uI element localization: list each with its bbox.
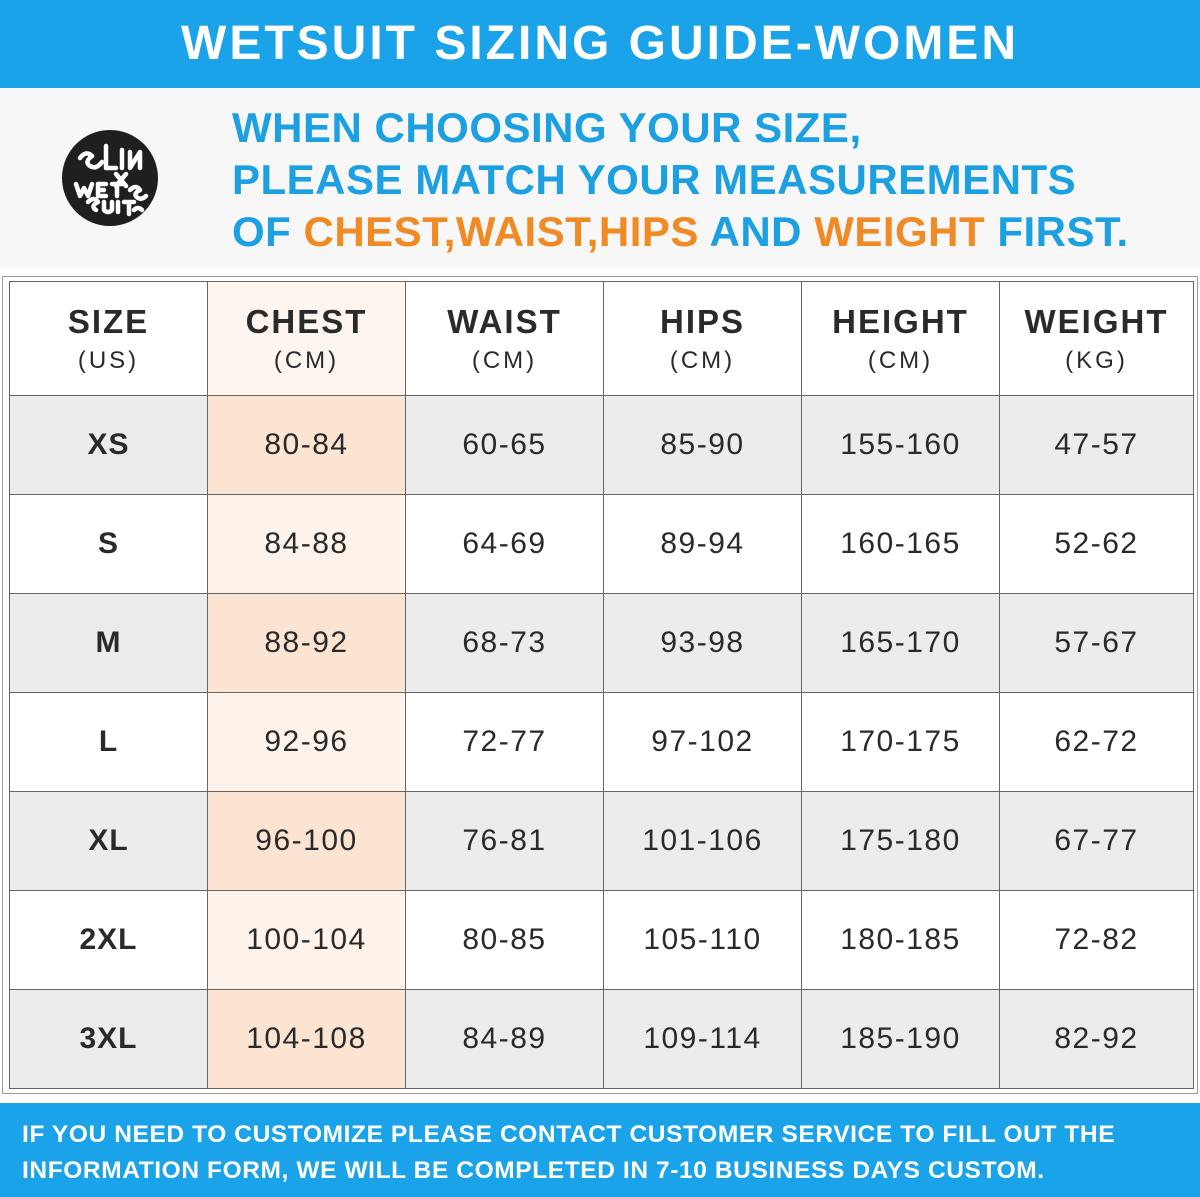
waist-cell: 68-73 <box>405 593 604 693</box>
weight-cell: 47-57 <box>999 395 1194 495</box>
size-cell: M <box>9 593 208 693</box>
notice-line-2: INFORMATION FORM, WE WILL BE COMPLETED I… <box>22 1157 1045 1184</box>
intro-line-1: WHEN CHOOSING YOUR SIZE, <box>232 104 862 151</box>
height-cell: 155-160 <box>801 395 1000 495</box>
hips-cell: 97-102 <box>603 692 802 792</box>
size-cell: L <box>9 692 208 792</box>
waist-cell: 64-69 <box>405 494 604 594</box>
header-size-name: SIZE <box>67 302 150 340</box>
weight-cell: 67-77 <box>999 791 1194 891</box>
header-waist: WAIST (CM) <box>405 281 604 396</box>
intro-instructions: WHEN CHOOSING YOUR SIZE, PLEASE MATCH YO… <box>232 102 1129 258</box>
header-chest-unit: (CM) <box>273 346 340 374</box>
waist-cell: 60-65 <box>405 395 604 495</box>
intro-highlight-measurements: CHEST,WAIST,HIPS <box>303 208 699 255</box>
header-hips: HIPS (CM) <box>603 281 802 396</box>
height-cell: 175-180 <box>801 791 1000 891</box>
table-header-row: SIZE (US) CHEST (CM) WAIST (CM) HIPS (CM) HE… <box>9 281 1194 396</box>
hips-cell: 93-98 <box>603 593 802 693</box>
size-table-frame: SIZE (US) CHEST (CM) WAIST (CM) HIPS (CM) HE… <box>2 276 1198 1094</box>
customization-notice: IF YOU NEED TO CUSTOMIZE PLEASE CONTACT … <box>0 1103 1200 1197</box>
intro-highlight-weight: WEIGHT <box>814 208 986 255</box>
intro-line-3-prefix: OF <box>232 208 304 255</box>
intro-line-2: PLEASE MATCH YOUR MEASUREMENTS <box>232 156 1077 203</box>
size-cell: XS <box>9 395 208 495</box>
hips-cell: 105-110 <box>603 890 802 990</box>
hips-cell: 109-114 <box>603 989 802 1089</box>
header-height-unit: (CM) <box>867 346 934 374</box>
header-height: HEIGHT (CM) <box>801 281 1000 396</box>
chest-cell: 88-92 <box>207 593 406 693</box>
intro-section: WHEN CHOOSING YOUR SIZE, PLEASE MATCH YO… <box>0 88 1200 268</box>
notice-line-1: IF YOU NEED TO CUSTOMIZE PLEASE CONTACT … <box>22 1121 1116 1148</box>
brand-logo <box>60 128 160 228</box>
size-cell: XL <box>9 791 208 891</box>
table-row: L 92-96 72-77 97-102 170-175 62-72 <box>9 692 1194 792</box>
height-cell: 180-185 <box>801 890 1000 990</box>
table-row: 2XL 100-104 80-85 105-110 180-185 72-82 <box>9 890 1194 990</box>
table-row: S 84-88 64-69 89-94 160-165 52-62 <box>9 494 1194 594</box>
weight-cell: 52-62 <box>999 494 1194 594</box>
title-banner: WETSUIT SIZING GUIDE-WOMEN <box>0 0 1200 88</box>
header-waist-name: WAIST <box>447 302 562 340</box>
size-cell: 3XL <box>9 989 208 1089</box>
size-cell: 2XL <box>9 890 208 990</box>
chest-cell: 92-96 <box>207 692 406 792</box>
height-cell: 165-170 <box>801 593 1000 693</box>
waist-cell: 80-85 <box>405 890 604 990</box>
intro-line-3-mid: AND <box>698 208 815 255</box>
height-cell: 185-190 <box>801 989 1000 1089</box>
waist-cell: 84-89 <box>405 989 604 1089</box>
height-cell: 170-175 <box>801 692 1000 792</box>
header-size-unit: (US) <box>77 346 140 374</box>
size-cell: S <box>9 494 208 594</box>
waist-cell: 72-77 <box>405 692 604 792</box>
header-chest: CHEST (CM) <box>207 281 406 396</box>
brand-logo-badge <box>62 130 158 226</box>
header-waist-unit: (CM) <box>471 346 538 374</box>
header-hips-name: HIPS <box>659 302 746 340</box>
header-weight-unit: (KG) <box>1065 346 1128 374</box>
height-cell: 160-165 <box>801 494 1000 594</box>
header-size: SIZE (US) <box>9 281 208 396</box>
header-weight: WEIGHT (KG) <box>999 281 1194 396</box>
header-weight-name: WEIGHT <box>1024 302 1169 340</box>
table-row: XS 80-84 60-65 85-90 155-160 47-57 <box>9 395 1194 495</box>
weight-cell: 72-82 <box>999 890 1194 990</box>
intro-line-3: OF CHEST,WAIST,HIPS AND WEIGHT FIRST. <box>232 206 1129 258</box>
weight-cell: 82-92 <box>999 989 1194 1089</box>
hips-cell: 89-94 <box>603 494 802 594</box>
page-title: WETSUIT SIZING GUIDE-WOMEN <box>181 17 1019 70</box>
chest-cell: 80-84 <box>207 395 406 495</box>
header-chest-name: CHEST <box>245 302 368 340</box>
header-hips-unit: (CM) <box>669 346 736 374</box>
intro-line-3-suffix: FIRST. <box>985 208 1129 255</box>
header-height-name: HEIGHT <box>832 302 969 340</box>
table-row: 3XL 104-108 84-89 109-114 185-190 82-92 <box>9 989 1194 1089</box>
waist-cell: 76-81 <box>405 791 604 891</box>
table-row: M 88-92 68-73 93-98 165-170 57-67 <box>9 593 1194 693</box>
hips-cell: 101-106 <box>603 791 802 891</box>
chest-cell: 84-88 <box>207 494 406 594</box>
chest-cell: 104-108 <box>207 989 406 1089</box>
size-table: SIZE (US) CHEST (CM) WAIST (CM) HIPS (CM) HE… <box>9 281 1194 1089</box>
table-row: XL 96-100 76-81 101-106 175-180 67-77 <box>9 791 1194 891</box>
customization-notice-text: IF YOU NEED TO CUSTOMIZE PLEASE CONTACT … <box>22 1117 1115 1189</box>
chest-cell: 100-104 <box>207 890 406 990</box>
weight-cell: 57-67 <box>999 593 1194 693</box>
chest-cell: 96-100 <box>207 791 406 891</box>
hips-cell: 85-90 <box>603 395 802 495</box>
weight-cell: 62-72 <box>999 692 1194 792</box>
